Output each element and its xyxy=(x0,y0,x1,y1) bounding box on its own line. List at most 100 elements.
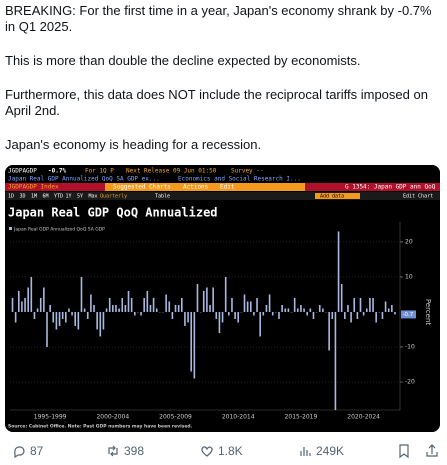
bar xyxy=(265,304,268,312)
range-button: 1M xyxy=(31,194,37,200)
bar xyxy=(340,283,343,312)
bar xyxy=(312,311,315,319)
last-value-tag xyxy=(401,310,416,319)
security-box xyxy=(5,183,105,191)
bar xyxy=(55,311,58,330)
bar xyxy=(387,308,390,312)
bar xyxy=(130,297,133,312)
period: For 1Q P xyxy=(85,168,114,175)
ticker: JGDPAGDP xyxy=(8,168,37,175)
bar xyxy=(337,231,340,312)
bar xyxy=(303,308,305,312)
chart-id: G 1354: Japan GDP ann QoQ xyxy=(345,184,436,191)
add-data[interactable]: Add data xyxy=(320,194,344,200)
bar xyxy=(193,311,196,379)
menu-item[interactable]: Suggested Charts xyxy=(113,184,171,191)
repost-button[interactable]: 398 xyxy=(106,442,144,460)
reply-count: 87 xyxy=(30,444,44,458)
tweet-text: Furthermore, this data does NOT include … xyxy=(5,87,428,118)
bar xyxy=(362,311,365,316)
bar xyxy=(234,311,236,319)
bar xyxy=(309,308,312,312)
bar xyxy=(115,304,117,312)
bar xyxy=(168,301,171,312)
bar xyxy=(39,297,42,312)
chart-title: Japan Real GDP QoQ Annualized xyxy=(8,206,218,220)
bar xyxy=(369,297,371,312)
bar xyxy=(11,297,14,312)
bar xyxy=(99,311,102,337)
x-tick-label: 1995-1999 xyxy=(34,414,67,421)
bar xyxy=(14,311,17,323)
description: Japan Real GDP Annualized QoQ SA GDP ex.… xyxy=(8,176,160,183)
bar xyxy=(187,311,189,323)
security: JGDPAGDP Index xyxy=(8,184,59,191)
bar xyxy=(296,308,299,312)
bar xyxy=(43,287,45,312)
bar xyxy=(36,308,39,312)
bar xyxy=(215,311,218,319)
bar xyxy=(391,304,393,312)
bar xyxy=(71,311,73,316)
tweet-text: BREAKING: For the first time in a year, … xyxy=(5,3,432,34)
menu-item[interactable]: Actions xyxy=(183,184,209,191)
reply-icon xyxy=(14,446,25,458)
bar xyxy=(93,304,95,312)
bar xyxy=(181,297,183,312)
source-org: Economics and Social Research I... xyxy=(178,176,301,183)
bar xyxy=(262,311,265,316)
bar xyxy=(271,311,274,316)
y-tick-label: 10 xyxy=(405,273,413,280)
range-button: YTD xyxy=(54,194,63,200)
bar xyxy=(231,297,233,312)
reply-button[interactable]: 87 xyxy=(12,442,43,460)
edit-chart[interactable]: Edit Chart xyxy=(403,194,433,200)
bar xyxy=(209,304,211,312)
add-data-box[interactable] xyxy=(315,193,360,199)
y-tick-label: -20 xyxy=(405,378,415,385)
bookmark-icon[interactable] xyxy=(397,443,411,459)
toolbar xyxy=(5,192,440,200)
bar xyxy=(350,311,352,323)
bar xyxy=(171,311,174,319)
x-tick-label: 2015-2019 xyxy=(285,414,318,421)
bar xyxy=(24,297,26,312)
bar xyxy=(86,311,89,319)
like-button[interactable]: 1.8K xyxy=(200,442,243,460)
bar xyxy=(268,294,271,312)
bar xyxy=(384,301,387,312)
bar xyxy=(90,294,92,312)
bar xyxy=(127,290,130,312)
bar xyxy=(61,311,64,319)
bar xyxy=(359,297,362,312)
bar xyxy=(105,308,108,312)
bar xyxy=(58,311,61,326)
bar xyxy=(365,308,368,312)
x-tick-label: 2020-2024 xyxy=(347,414,380,421)
bar xyxy=(152,297,155,312)
bar xyxy=(256,297,258,312)
bar xyxy=(353,297,356,312)
chart-image[interactable]: JGDPAGDP -0.7% For 1Q P Next Release 09 … xyxy=(5,165,440,432)
last: -0.7% xyxy=(48,168,66,175)
bar xyxy=(237,311,240,323)
bar xyxy=(74,311,77,326)
bar xyxy=(96,311,98,330)
views-icon xyxy=(300,447,311,456)
bar xyxy=(155,308,158,312)
bar xyxy=(328,311,330,351)
views-button[interactable]: 249K xyxy=(298,442,344,460)
bar xyxy=(281,304,283,312)
bar xyxy=(133,311,136,316)
bar xyxy=(184,311,186,326)
bar xyxy=(77,311,80,330)
source: Source: Cabinet Office. Note: Past GDP n… xyxy=(8,424,193,430)
menu-item[interactable]: Edit xyxy=(220,184,235,191)
bar xyxy=(253,311,255,316)
table-button[interactable]: Table xyxy=(155,194,170,200)
y-tick-label: 20 xyxy=(405,238,413,245)
bar xyxy=(356,311,359,319)
views-count: 249K xyxy=(316,444,345,458)
share-icon[interactable] xyxy=(425,443,439,459)
